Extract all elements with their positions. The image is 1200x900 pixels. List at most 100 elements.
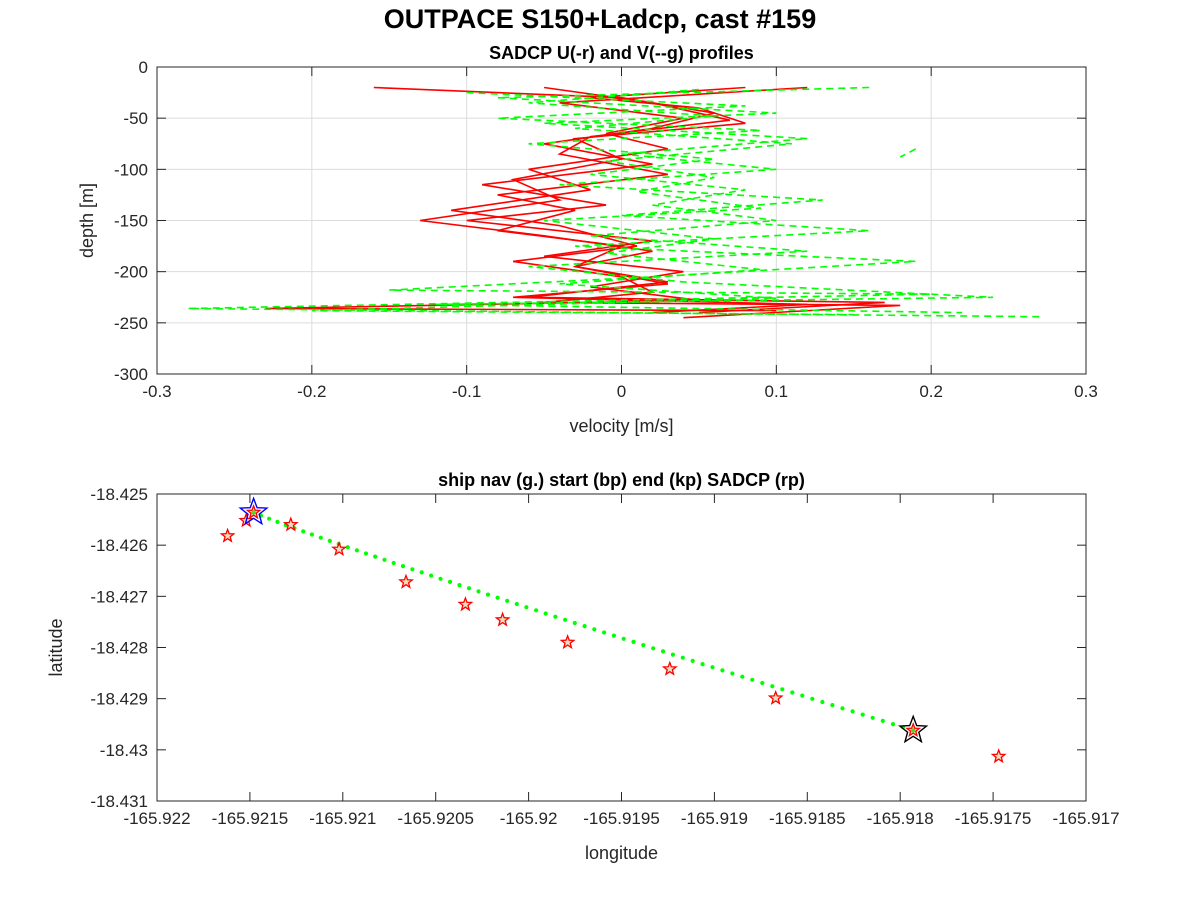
chart-title: ship nav (g.) start (bp) end (kp) SADCP … (438, 470, 805, 490)
x-tick-label: 0.3 (1074, 382, 1098, 401)
x-tick-label: -165.919 (681, 809, 748, 828)
x-tick-label: -165.918 (867, 809, 934, 828)
nav-point (710, 665, 715, 670)
y-tick-label: -100 (114, 160, 148, 179)
nav-point (553, 614, 558, 619)
nav-point (670, 652, 676, 657)
nav-point (318, 535, 323, 540)
nav-point (447, 579, 453, 585)
x-tick-label: 0 (617, 382, 626, 401)
nav-point (740, 674, 745, 679)
y-tick-label: -18.428 (90, 639, 148, 658)
figure-title: OUTPACE S150+Ladcp, cast #159 (384, 4, 816, 34)
x-tick-label: -0.1 (452, 382, 481, 401)
nav-point (354, 548, 359, 553)
v-profile-line-7 (899, 148, 917, 158)
y-axis-label: depth [m] (77, 183, 97, 258)
sadcp-point (990, 748, 1007, 764)
y-tick-label: 0 (139, 58, 148, 77)
nav-point (419, 570, 424, 575)
sadcp-point (331, 540, 348, 556)
nav-point (592, 627, 597, 632)
nav-point (327, 538, 332, 544)
nav-point (476, 589, 481, 594)
x-tick-label: -165.9195 (583, 809, 660, 828)
nav-point (780, 687, 785, 692)
nav-point (602, 630, 607, 635)
nav-point (621, 636, 626, 641)
nav-point (800, 693, 805, 698)
y-tick-label: -50 (123, 109, 148, 128)
y-tick-label: -200 (114, 263, 148, 282)
sadcp-point (245, 504, 262, 520)
x-axis-label: velocity [m/s] (569, 416, 673, 436)
x-tick-label: -165.9185 (769, 809, 846, 828)
y-tick-label: -18.427 (90, 587, 148, 606)
nav-point (563, 617, 568, 622)
x-tick-label: 0.2 (919, 382, 943, 401)
nav-point (880, 718, 885, 724)
x-tick-label: -165.917 (1052, 809, 1119, 828)
u-profile-line-3 (497, 86, 808, 314)
nav-point (251, 510, 256, 515)
chart-title: SADCP U(-r) and V(--g) profiles (489, 43, 754, 63)
y-axis-label: latitude (46, 618, 66, 676)
nav-point (582, 624, 587, 629)
x-tick-label: 0.1 (765, 382, 789, 401)
nav-point (720, 668, 725, 673)
sadcp-point (219, 527, 236, 543)
x-tick-label: -165.92 (500, 809, 558, 828)
nav-point (690, 658, 695, 664)
nav-point (524, 605, 529, 610)
nav-point (438, 576, 443, 581)
nav-point (870, 715, 875, 720)
nav-point (750, 677, 755, 682)
nav-point (572, 620, 577, 626)
nav-point (680, 655, 685, 660)
nav-point (890, 722, 896, 727)
end-marker (898, 714, 929, 744)
nav-point (611, 633, 617, 638)
velocity-profile-chart: -0.3 -0.2 -0.1 0 0.1 0.2 0.3 0 -50 -100 -150 -200 -2… (77, 43, 1098, 436)
nav-point (730, 671, 735, 676)
nav-point (830, 703, 835, 708)
nav-point (429, 573, 434, 578)
nav-point (820, 699, 825, 705)
sadcp-point (905, 722, 922, 738)
ship-nav-chart: -165.922 -165.9215 -165.921 -165.9205 -165.9… (46, 470, 1120, 863)
nav-point (911, 728, 916, 733)
x-tick-label: -165.9175 (955, 809, 1032, 828)
nav-point (700, 662, 705, 667)
sadcp-point (494, 611, 511, 627)
y-tick-label: -18.43 (100, 741, 148, 760)
sadcp-point (661, 660, 678, 676)
v-profile-line-5 (435, 91, 994, 314)
sadcp-point (457, 596, 474, 612)
x-tick-label: -165.922 (123, 809, 190, 828)
nav-point (410, 567, 415, 572)
nav-point (641, 643, 646, 648)
nav-point (391, 560, 396, 566)
nav-point (850, 709, 855, 714)
nav-point (400, 564, 406, 569)
sadcp-point (767, 689, 784, 705)
x-axis-label: longitude (585, 843, 658, 863)
nav-point (534, 608, 539, 613)
x-tick-label: -0.3 (142, 382, 171, 401)
nav-point (301, 529, 306, 534)
nav-point (790, 690, 795, 695)
x-tick-label: -0.2 (297, 382, 326, 401)
y-tick-label: -18.429 (90, 690, 148, 709)
u-profile-line-1 (265, 86, 777, 312)
nav-point (631, 639, 636, 645)
nav-point (651, 646, 656, 651)
nav-point (505, 598, 510, 604)
nav-point (485, 592, 491, 597)
y-tick-label: -18.426 (90, 536, 148, 555)
nav-point (543, 611, 548, 616)
start-marker (238, 496, 269, 526)
sadcp-point (559, 634, 576, 650)
nav-point (770, 684, 775, 689)
u-profile-line-2 (451, 86, 901, 319)
